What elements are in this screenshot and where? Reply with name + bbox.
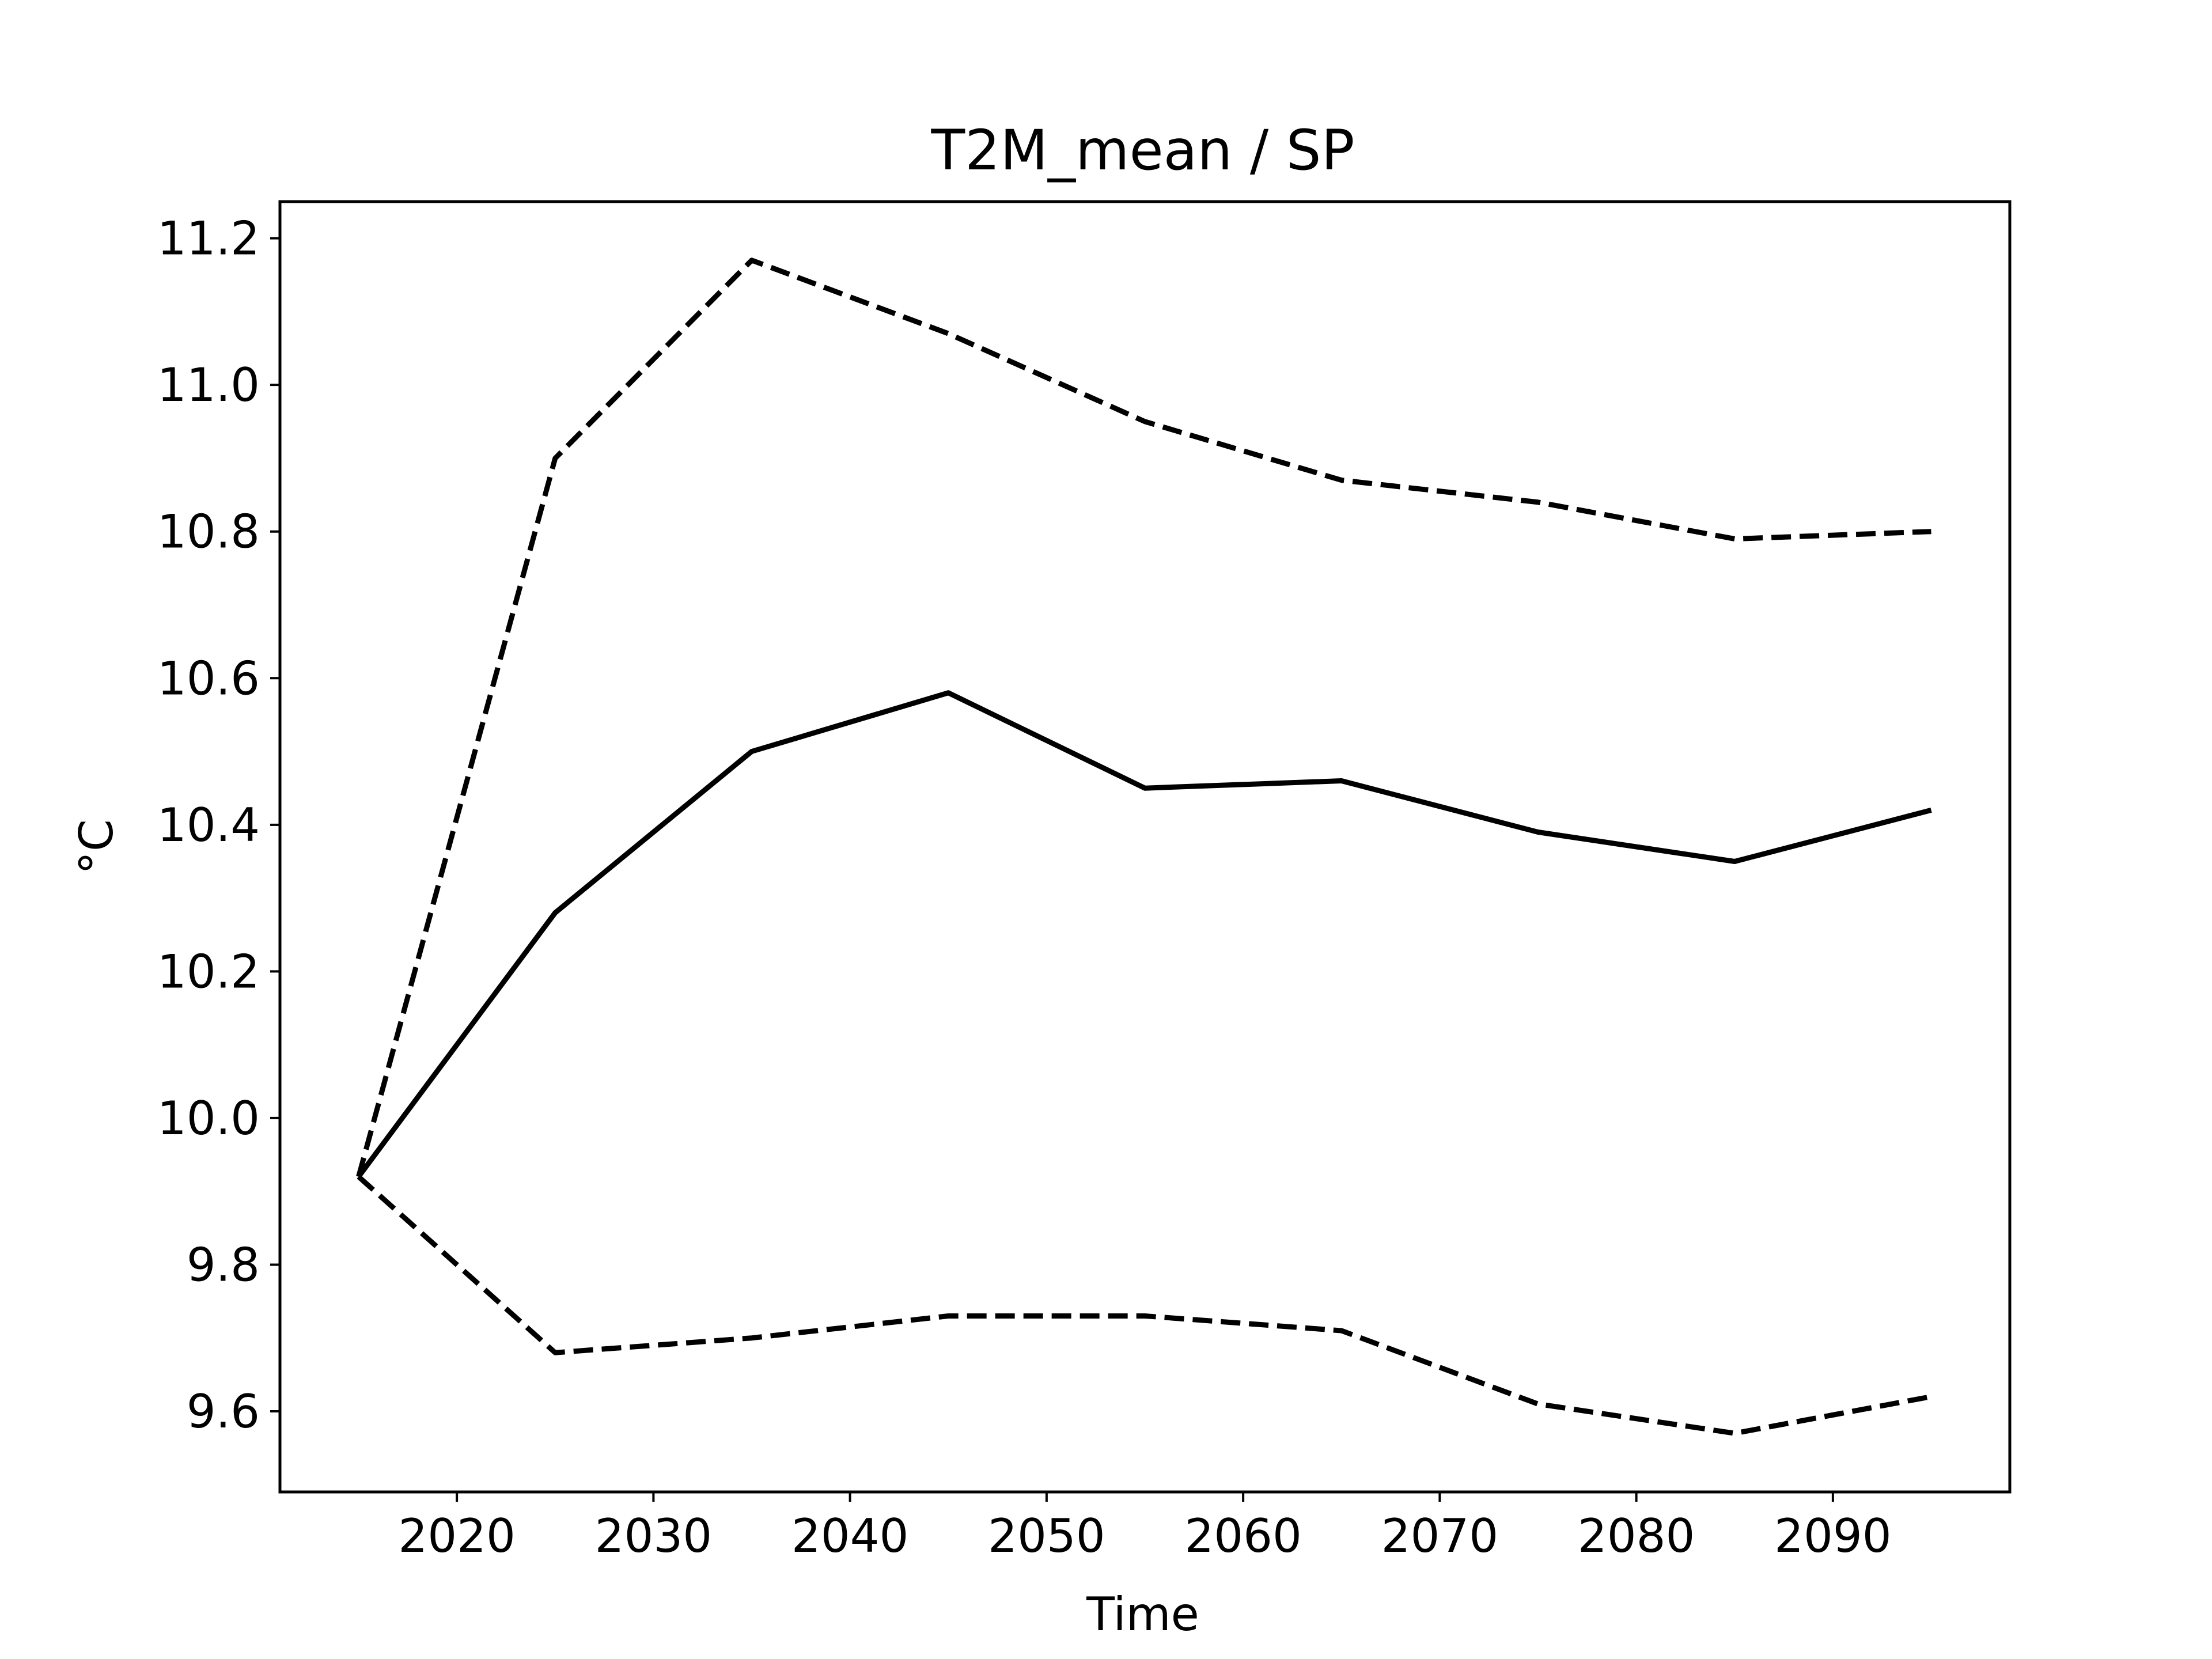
chart-title: T2M_mean / SP: [931, 118, 1355, 183]
y-tick-label: 11.2: [157, 212, 260, 266]
series-line-3: [357, 1175, 1932, 1436]
y-tick-label: 11.0: [157, 358, 260, 412]
y-tick-label: 10.0: [157, 1092, 260, 1145]
x-tick-label: 2080: [1578, 1509, 1695, 1563]
y-tick-label: 10.6: [157, 652, 260, 705]
plot-area-frame: [278, 200, 2012, 1494]
x-tick-label: 2070: [1381, 1509, 1499, 1563]
y-tick-label: 10.8: [157, 505, 260, 559]
y-axis-label: °C: [70, 819, 123, 874]
y-tick-label: 10.2: [157, 945, 260, 998]
x-axis-ticks: 2020 2030 2040 2050 2060 2070 2080 2090: [398, 1492, 1892, 1563]
x-tick-label: 2090: [1774, 1509, 1892, 1563]
series-line-2: [356, 690, 1932, 1179]
y-tick-label: 9.8: [187, 1238, 260, 1291]
series-layer: [356, 257, 1932, 1436]
series-line-1: [356, 257, 1931, 1177]
x-tick-label: 2060: [1184, 1509, 1302, 1563]
x-tick-label: 2030: [595, 1509, 713, 1563]
x-tick-label: 2050: [988, 1509, 1105, 1563]
x-tick-label: 2020: [398, 1509, 516, 1563]
y-tick-label: 9.6: [187, 1385, 260, 1438]
x-axis-label: Time: [1086, 1588, 1199, 1641]
y-axis-ticks: 9.6 9.8 10.0 10.2 10.4 10.6 10.8 11.0 11.2: [157, 212, 280, 1438]
y-tick-label: 10.4: [157, 798, 260, 852]
x-tick-label: 2040: [791, 1509, 909, 1563]
